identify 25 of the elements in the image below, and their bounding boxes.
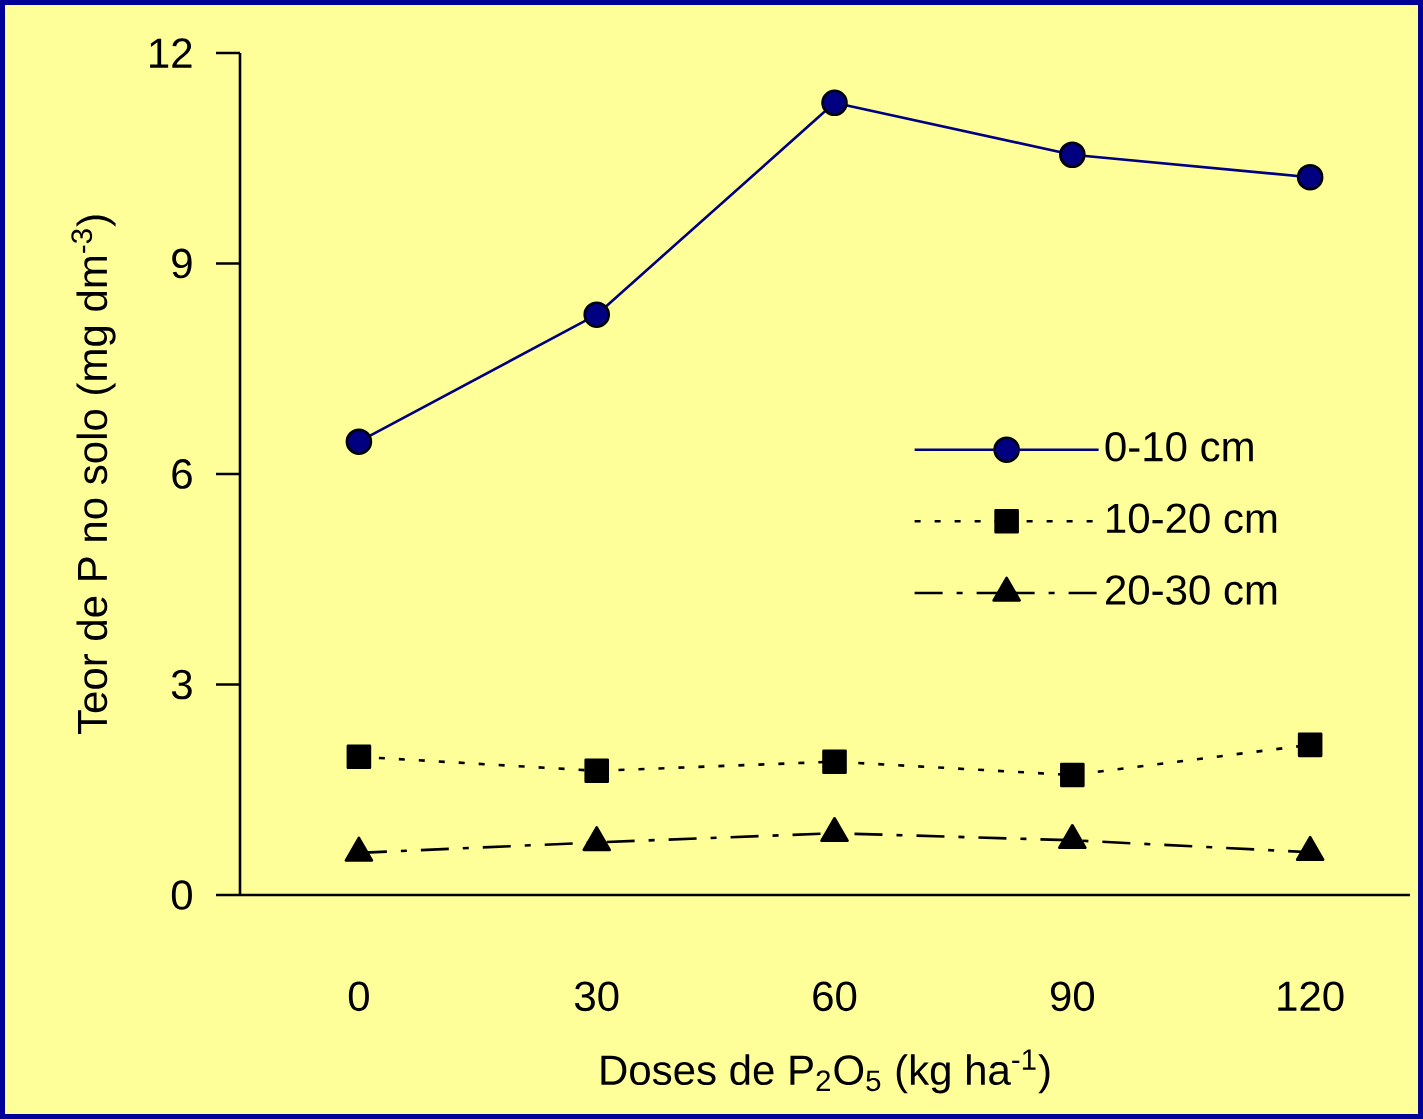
x-tick-label: 30 — [574, 981, 619, 1012]
point — [821, 89, 848, 117]
y-tick-label: 9 — [172, 248, 192, 279]
legend-label: 10-20 cm — [1107, 503, 1277, 534]
x-tick-label: 120 — [1278, 981, 1344, 1012]
x-tick-label: 90 — [1050, 981, 1095, 1012]
point — [583, 301, 611, 329]
point — [1060, 762, 1085, 788]
y-tick-label: 6 — [172, 459, 192, 489]
y-axis-title: Teor de P no solo (mg dm$^{-3}$) — [71, 215, 116, 735]
point — [1296, 163, 1324, 191]
point — [345, 428, 373, 456]
y-tick-label: 3 — [171, 669, 192, 700]
x-tick-label: 0 — [348, 981, 369, 1012]
y-tick-label: 0 — [171, 880, 192, 910]
point — [584, 758, 610, 784]
x-tick-label: 60 — [813, 981, 857, 1012]
point — [346, 744, 372, 770]
point — [1059, 141, 1086, 169]
point — [822, 749, 847, 774]
legend-label: 0-10 cm — [1105, 431, 1253, 462]
y-tick-label: 12 — [150, 38, 192, 68]
legend-label: 20-30 cm — [1106, 575, 1277, 605]
point — [1297, 732, 1323, 758]
x-axis-title: Doses de P$_{2}$O$_{5}$ (kg ha$^{-1}$) — [601, 1049, 1050, 1094]
